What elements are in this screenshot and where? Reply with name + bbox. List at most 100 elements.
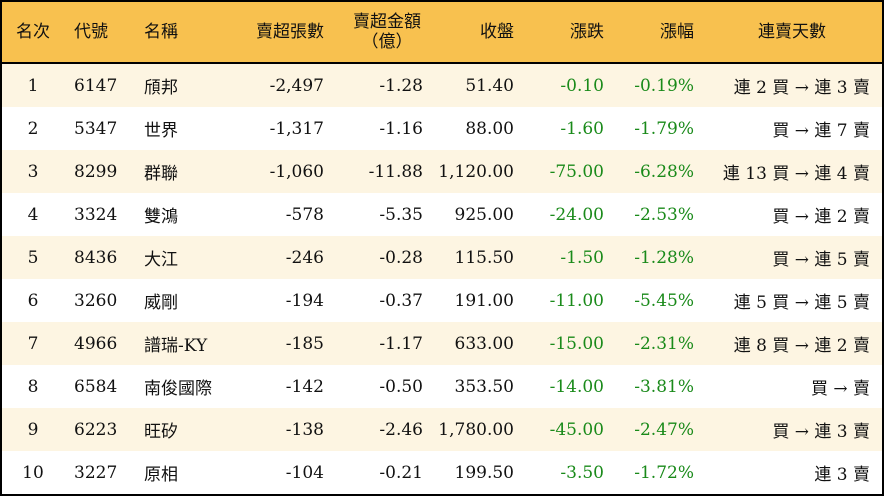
net-sell-amount-cell: -1.17 xyxy=(379,333,423,354)
change-pct-cell: -3.81% xyxy=(634,376,694,397)
code-cell: 6223 xyxy=(74,419,118,440)
close-cell: 199.50 xyxy=(454,462,514,483)
rank-cell: 7 xyxy=(27,333,39,354)
name-cell: 群聯 xyxy=(144,164,178,184)
table-header: 名次 代號 名稱 賣超張數 賣超金額 （億） 收盤 漲跌 漲幅 連賣天數 xyxy=(2,2,882,64)
header-net-sell-amount: 賣超金額 （億） xyxy=(342,2,432,62)
code-cell: 5347 xyxy=(74,118,118,139)
change-cell: -0.10 xyxy=(560,75,604,96)
change-pct-cell: -2.31% xyxy=(634,333,694,354)
net-sell-lots-cell: -578 xyxy=(285,204,324,225)
streak-cell: 連 3 賣 xyxy=(814,465,870,485)
table-row[interactable]: 3 8299 群聯 -1,060 -11.88 1,120.00 -75.00 -6.28% 連… xyxy=(2,150,882,193)
net-sell-amount-cell: -2.46 xyxy=(379,419,423,440)
close-cell: 1,120.00 xyxy=(438,161,514,182)
header-net-sell-lots-label: 賣超張數 xyxy=(256,22,324,42)
change-cell: -75.00 xyxy=(549,161,604,182)
rank-cell: 3 xyxy=(27,161,39,182)
header-name: 名稱 xyxy=(144,2,244,62)
change-cell: -11.00 xyxy=(549,290,604,311)
code-cell: 3227 xyxy=(74,462,118,483)
change-pct-cell: -2.53% xyxy=(634,204,694,225)
code-cell: 8299 xyxy=(74,161,118,182)
header-change-label: 漲跌 xyxy=(570,22,604,42)
header-rank: 名次 xyxy=(2,2,64,62)
change-pct-cell: -1.72% xyxy=(634,462,694,483)
change-cell: -24.00 xyxy=(549,204,604,225)
table-row[interactable]: 10 3227 原相 -104 -0.21 199.50 -3.50 -1.72% 連 3 賣 xyxy=(2,451,882,494)
net-sell-lots-cell: -185 xyxy=(285,333,324,354)
net-sell-lots-cell: -1,317 xyxy=(269,118,324,139)
table-row[interactable]: 5 8436 大江 -246 -0.28 115.50 -1.50 -1.28% 買 → 連 5… xyxy=(2,236,882,279)
net-sell-lots-cell: -142 xyxy=(285,376,324,397)
net-sell-lots-cell: -246 xyxy=(285,247,324,268)
header-code: 代號 xyxy=(74,2,134,62)
rank-cell: 9 xyxy=(27,419,39,440)
header-change-pct-label: 漲幅 xyxy=(660,22,694,42)
streak-cell: 連 13 買 → 連 4 賣 xyxy=(722,164,870,184)
change-pct-cell: -0.19% xyxy=(634,75,694,96)
net-sell-amount-cell: -1.28 xyxy=(379,75,423,96)
header-streak-label: 連賣天數 xyxy=(758,22,826,42)
streak-cell: 連 5 買 → 連 5 賣 xyxy=(733,293,870,313)
streak-cell: 買 → 連 7 賣 xyxy=(772,121,870,141)
close-cell: 88.00 xyxy=(465,118,514,139)
table-row[interactable]: 1 6147 頎邦 -2,497 -1.28 51.40 -0.10 -0.19% 連 2 買 … xyxy=(2,64,882,107)
change-cell: -3.50 xyxy=(560,462,604,483)
net-sell-lots-cell: -2,497 xyxy=(269,75,324,96)
table-row[interactable]: 7 4966 譜瑞-KY -185 -1.17 633.00 -15.00 -2.31% 連 8… xyxy=(2,322,882,365)
name-cell: 旺矽 xyxy=(144,422,178,442)
net-sell-amount-cell: -0.28 xyxy=(379,247,423,268)
table-row[interactable]: 4 3324 雙鴻 -578 -5.35 925.00 -24.00 -2.53% 買 → 連 … xyxy=(2,193,882,236)
net-sell-lots-cell: -194 xyxy=(285,290,324,311)
change-pct-cell: -5.45% xyxy=(634,290,694,311)
close-cell: 925.00 xyxy=(454,204,514,225)
streak-cell: 買 → 連 2 賣 xyxy=(772,207,870,227)
net-sell-amount-cell: -11.88 xyxy=(368,161,423,182)
change-pct-cell: -6.28% xyxy=(634,161,694,182)
streak-cell: 買 → 連 3 賣 xyxy=(772,422,870,442)
close-cell: 1,780.00 xyxy=(438,419,514,440)
header-streak: 連賣天數 xyxy=(712,2,872,62)
header-net-sell-amount-unit: （億） xyxy=(361,32,413,52)
name-cell: 威剛 xyxy=(144,293,178,313)
close-cell: 51.40 xyxy=(465,75,514,96)
rank-cell: 5 xyxy=(27,247,39,268)
name-cell: 大江 xyxy=(144,250,178,270)
header-close-label: 收盤 xyxy=(480,22,514,42)
rank-cell: 1 xyxy=(27,75,39,96)
table-row[interactable]: 2 5347 世界 -1,317 -1.16 88.00 -1.60 -1.79% 買 → 連 … xyxy=(2,107,882,150)
code-cell: 4966 xyxy=(74,333,118,354)
table-row[interactable]: 8 6584 南俊國際 -142 -0.50 353.50 -14.00 -3.81% 買 → … xyxy=(2,365,882,408)
rank-cell: 8 xyxy=(27,376,39,397)
streak-cell: 買 → 賣 xyxy=(810,379,870,399)
table-row[interactable]: 6 3260 威剛 -194 -0.37 191.00 -11.00 -5.45% 連 5 買 … xyxy=(2,279,882,322)
change-cell: -14.00 xyxy=(549,376,604,397)
header-change: 漲跌 xyxy=(522,2,604,62)
name-cell: 原相 xyxy=(144,465,178,485)
header-close: 收盤 xyxy=(427,2,514,62)
code-cell: 8436 xyxy=(74,247,118,268)
header-change-pct: 漲幅 xyxy=(612,2,694,62)
header-code-label: 代號 xyxy=(74,22,108,42)
rank-cell: 10 xyxy=(22,462,44,483)
net-sell-amount-cell: -1.16 xyxy=(379,118,423,139)
rank-cell: 2 xyxy=(27,118,39,139)
header-net-sell-lots: 賣超張數 xyxy=(232,2,324,62)
header-name-label: 名稱 xyxy=(144,22,178,42)
net-sell-lots-cell: -1,060 xyxy=(269,161,324,182)
code-cell: 6584 xyxy=(74,376,118,397)
table-row[interactable]: 9 6223 旺矽 -138 -2.46 1,780.00 -45.00 -2.47% 買 → … xyxy=(2,408,882,451)
code-cell: 3324 xyxy=(74,204,118,225)
close-cell: 353.50 xyxy=(454,376,514,397)
rank-cell: 6 xyxy=(27,290,39,311)
header-net-sell-amount-label: 賣超金額 xyxy=(353,12,421,32)
change-cell: -15.00 xyxy=(549,333,604,354)
header-rank-label: 名次 xyxy=(16,22,50,42)
net-sell-lots-cell: -138 xyxy=(285,419,324,440)
rank-cell: 4 xyxy=(27,204,39,225)
change-pct-cell: -1.79% xyxy=(634,118,694,139)
net-sell-lots-cell: -104 xyxy=(285,462,324,483)
net-sell-amount-cell: -0.50 xyxy=(379,376,423,397)
